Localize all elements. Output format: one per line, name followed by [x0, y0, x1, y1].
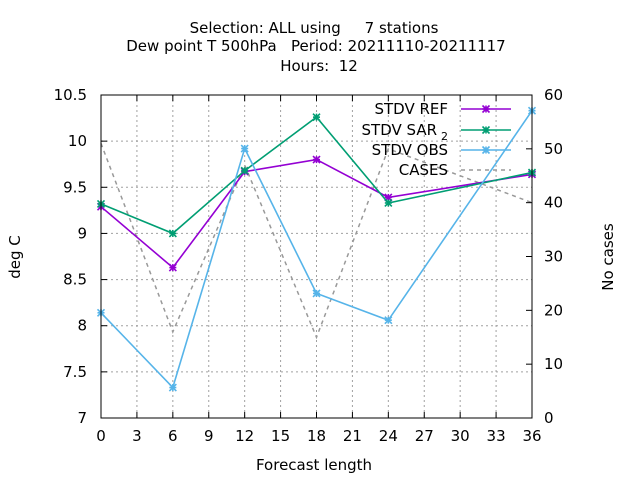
legend-marker-stdv-ref	[481, 104, 491, 114]
data-point-stdv-sar	[384, 198, 393, 208]
y-tick-label: 10.5	[54, 86, 87, 104]
x-tick-label: 18	[307, 427, 326, 445]
data-point-stdv-sar	[240, 166, 249, 175]
data-point-stdv-sar	[168, 229, 177, 238]
series-line-stdv-sar	[100, 116, 533, 235]
x-axis-label: Forecast length	[256, 456, 372, 474]
legend-label-subscript: 2	[441, 130, 448, 143]
x-tick-label: 3	[132, 427, 142, 445]
legend-marker-stdv-sar	[481, 125, 491, 135]
x-tick-label: 24	[379, 427, 398, 445]
data-point-stdv-obs	[240, 144, 249, 153]
x-tick-label: 33	[487, 427, 506, 445]
legend-label-stdv-obs: STDV OBS	[372, 141, 448, 159]
data-point-stdv-ref	[168, 263, 177, 272]
y-tick-label: 8.5	[63, 271, 87, 289]
legend-label-stdv-sar: STDV SAR 2	[362, 121, 448, 143]
series-line-cases	[100, 143, 533, 340]
series-stdv-obs	[96, 106, 537, 392]
chart-title-line-1: Selection: ALL using 7 stations	[190, 19, 439, 37]
y-axis-label: deg C	[6, 235, 24, 279]
x-tick-label: 15	[271, 427, 290, 445]
data-point-stdv-obs	[312, 289, 321, 298]
data-point-stdv-obs	[384, 316, 393, 325]
y-tick-label: 8	[77, 317, 87, 335]
series-stdv-ref	[96, 155, 537, 272]
ticks: 0 3 6 9 12 15 18 21 24 27 30 33 3677.588.599.51010.5…	[54, 86, 564, 445]
legend-label-cases: CASES	[399, 161, 448, 179]
x-tick-label: 9	[204, 427, 214, 445]
y2-tick-label: 40	[544, 194, 563, 212]
legend-label-stdv-ref: STDV REF	[374, 100, 448, 118]
chart-title-line-3: Hours: 12	[280, 57, 358, 75]
y-tick-label: 7.5	[63, 363, 87, 381]
data-point-stdv-sar	[312, 113, 321, 122]
y-tick-label: 7	[77, 409, 87, 427]
data-point-stdv-ref	[312, 155, 321, 164]
grid	[101, 95, 532, 418]
x-tick-label: 30	[451, 427, 470, 445]
y2-tick-label: 20	[544, 301, 563, 319]
y2-axis-label: No cases	[599, 223, 617, 291]
x-tick-label: 6	[168, 427, 178, 445]
series-line-stdv-obs	[100, 110, 533, 390]
series-line-stdv-ref	[100, 158, 533, 269]
x-tick-label: 36	[522, 427, 541, 445]
y-tick-label: 9	[77, 224, 87, 242]
series-cases	[100, 143, 533, 340]
legend-marker-stdv-obs	[481, 145, 491, 155]
y2-tick-label: 0	[544, 409, 554, 427]
y-tick-label: 10	[68, 132, 87, 150]
data-point-stdv-obs	[168, 383, 177, 392]
y2-tick-label: 10	[544, 355, 563, 373]
y2-tick-label: 50	[544, 140, 563, 158]
x-tick-label: 12	[235, 427, 254, 445]
x-tick-label: 27	[415, 427, 434, 445]
chart-title-line-2: Dew point T 500hPa Period: 20211110-2021…	[126, 37, 505, 55]
y2-tick-label: 30	[544, 248, 563, 266]
y2-tick-label: 60	[544, 86, 563, 104]
x-tick-label: 21	[343, 427, 362, 445]
y-tick-label: 9.5	[63, 178, 87, 196]
x-tick-label: 0	[96, 427, 106, 445]
